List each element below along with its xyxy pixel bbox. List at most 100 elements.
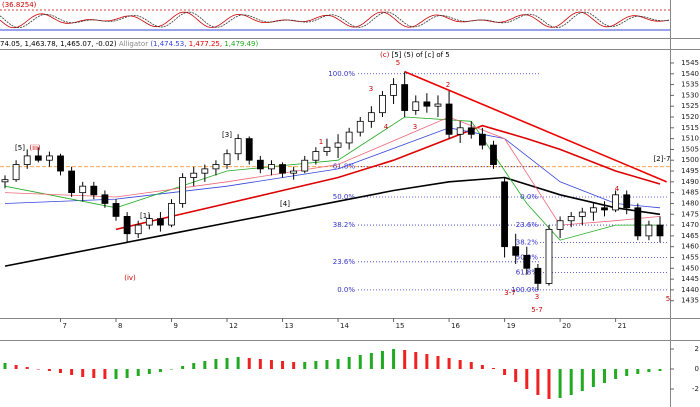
candle-body bbox=[512, 246, 520, 256]
y-tick-label: 1505 bbox=[681, 145, 699, 153]
bar bbox=[247, 358, 251, 369]
candle-body bbox=[445, 103, 453, 135]
bar bbox=[325, 360, 329, 369]
wave-label: 4 bbox=[384, 123, 389, 131]
x-tick-label: 12 bbox=[229, 322, 238, 330]
fib-label: 100.0% bbox=[511, 286, 538, 294]
candle-body bbox=[545, 228, 553, 284]
bar bbox=[403, 350, 407, 369]
candle-body bbox=[567, 216, 575, 222]
oscillator-value: (36.8254) bbox=[2, 1, 37, 9]
wave-label: 2 bbox=[446, 81, 450, 89]
title-text: [5] (5) of [c] of 5 bbox=[392, 51, 450, 59]
candle-body bbox=[168, 203, 175, 226]
bar bbox=[103, 369, 107, 379]
candle-body bbox=[1, 179, 9, 183]
bar bbox=[647, 369, 651, 372]
candle-body bbox=[79, 185, 87, 194]
candle-body bbox=[12, 164, 20, 181]
candle-body bbox=[412, 101, 420, 111]
jaw-value: (1,474.53, bbox=[150, 40, 186, 48]
bar bbox=[458, 360, 462, 369]
bar bbox=[480, 365, 484, 369]
bar bbox=[525, 369, 529, 389]
wave-label: 5 bbox=[666, 295, 670, 303]
candle-body bbox=[501, 181, 508, 248]
candle-body bbox=[123, 216, 131, 235]
candle-body bbox=[490, 144, 497, 165]
moving-average bbox=[4, 176, 661, 267]
bar bbox=[536, 369, 540, 395]
y-tick-label: 1490 bbox=[681, 178, 699, 186]
candle-body bbox=[423, 101, 431, 107]
wave-label: [1] bbox=[140, 212, 150, 220]
y-tick-label: 1480 bbox=[681, 199, 699, 207]
bar bbox=[258, 359, 262, 369]
bar bbox=[591, 369, 595, 387]
wave-label: 5-7 bbox=[531, 306, 542, 314]
fib-label: 38.2% bbox=[333, 221, 356, 229]
bar bbox=[347, 357, 351, 369]
bar bbox=[392, 349, 396, 369]
x-tick-label: 15 bbox=[396, 322, 405, 330]
legend-line: 74.05, 1,463.78, 1,465.07, -0.02) Alliga… bbox=[0, 40, 259, 48]
candle-body bbox=[256, 159, 264, 170]
bar bbox=[25, 367, 29, 369]
y-tick-label: 1540 bbox=[681, 70, 699, 78]
bar bbox=[569, 369, 573, 395]
y-tick-label: 1445 bbox=[681, 275, 699, 283]
bar bbox=[281, 361, 285, 369]
fib-label: 100.0% bbox=[328, 70, 355, 78]
bar bbox=[469, 362, 473, 369]
y-tick-label: 1440 bbox=[681, 286, 699, 294]
candle-body bbox=[556, 220, 564, 230]
bar bbox=[292, 362, 296, 369]
x-tick-label: 7 bbox=[63, 322, 67, 330]
y-tick-label: 1535 bbox=[681, 81, 699, 89]
wave-label: (iv) bbox=[124, 274, 136, 282]
candle-body bbox=[434, 103, 442, 107]
x-tick-label: 21 bbox=[618, 322, 627, 330]
bar bbox=[558, 369, 562, 398]
candle-body bbox=[279, 164, 286, 174]
wave-label: [2]-7 bbox=[654, 155, 671, 163]
bar bbox=[336, 359, 340, 369]
y-tick-label: 1500 bbox=[681, 156, 699, 164]
candle-body bbox=[334, 142, 342, 148]
candle-body bbox=[157, 218, 164, 226]
x-tick-label: 16 bbox=[451, 322, 460, 330]
candle-body bbox=[90, 185, 98, 196]
oscillator-line bbox=[0, 11, 670, 29]
candle-body bbox=[179, 177, 187, 204]
x-tick-label: 19 bbox=[507, 322, 516, 330]
bar bbox=[3, 363, 7, 369]
candle-body bbox=[201, 168, 209, 174]
wave-label: [3] bbox=[222, 131, 232, 139]
bar bbox=[81, 369, 85, 377]
bar bbox=[125, 369, 129, 378]
bar bbox=[425, 354, 429, 369]
x-tick-label: 13 bbox=[285, 322, 294, 330]
y-tick-label: 0 bbox=[695, 365, 699, 373]
x-tick-label: 20 bbox=[562, 322, 571, 330]
bar bbox=[414, 352, 418, 369]
fib-label: 23.6% bbox=[333, 258, 356, 266]
candle-body bbox=[456, 127, 464, 135]
bar bbox=[625, 369, 629, 376]
bar bbox=[491, 368, 495, 369]
y-tick-label: 1435 bbox=[681, 297, 699, 305]
fib-label: 0.0% bbox=[337, 286, 355, 294]
moving-average bbox=[115, 124, 661, 231]
y-tick-label: 1520 bbox=[681, 113, 699, 121]
wave-label: [5] bbox=[15, 144, 25, 152]
wave-label: 5 bbox=[396, 59, 400, 67]
title-prefix: (c) bbox=[380, 51, 390, 59]
candle-body bbox=[645, 224, 653, 237]
candle-body bbox=[57, 155, 64, 172]
bar bbox=[47, 369, 51, 371]
candle-body bbox=[290, 170, 298, 174]
bar bbox=[314, 361, 318, 369]
bar bbox=[192, 363, 196, 369]
candle-body bbox=[145, 218, 153, 226]
candle-body bbox=[356, 120, 364, 133]
